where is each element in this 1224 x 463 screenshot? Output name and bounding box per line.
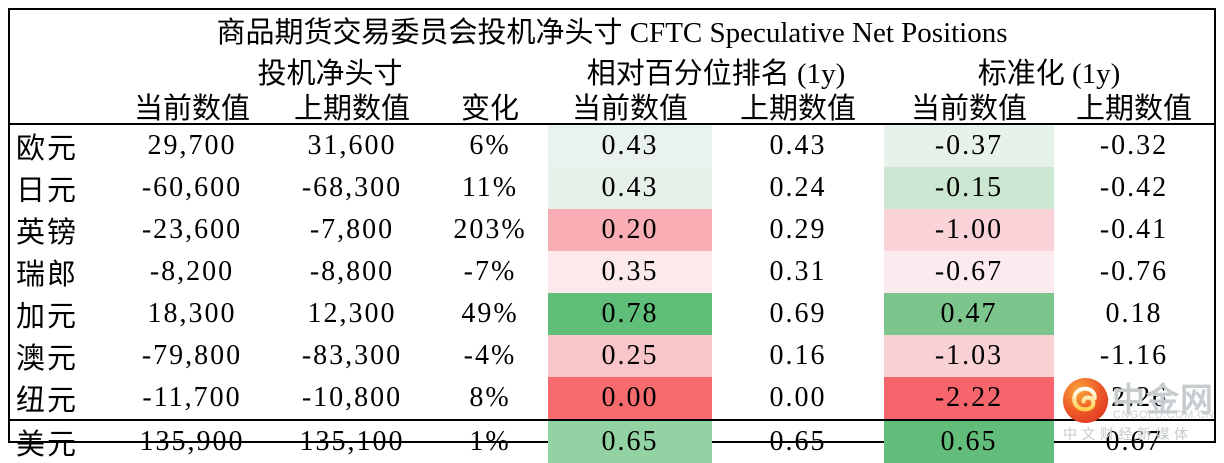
corner-empty-cell xyxy=(10,88,112,123)
standardized-previous-value: 0.18 xyxy=(1105,298,1163,329)
currency-label: 欧元 xyxy=(16,133,79,165)
standardized-previous-value: -2.26 xyxy=(1099,382,1169,413)
table-row-nzd: 纽元 -11,700 -10,800 8% 0.00 0.00 -2.22 -2… xyxy=(10,377,1214,419)
subheader-change: 变化 xyxy=(460,92,519,124)
change-value: 11% xyxy=(461,172,519,203)
table-row-cad: 加元 18,300 12,300 49% 0.78 0.69 0.47 0.18 xyxy=(10,293,1214,335)
standardized-previous-value: -0.42 xyxy=(1099,172,1169,203)
change-value: 8% xyxy=(469,382,511,413)
page: 商品期货交易委员会投机净头寸 CFTC Speculative Net Posi… xyxy=(8,8,1216,463)
subheader-row: 当前数值 上期数值 变化 当前数值 上期数值 当前数值 上期数值 xyxy=(10,88,1214,125)
percentile-current-cell: 0.78 xyxy=(548,293,712,335)
table-row-eur: 欧元 29,700 31,600 6% 0.43 0.43 -0.37 -0.3… xyxy=(10,125,1214,167)
percentile-previous-value: 0.65 xyxy=(769,426,827,457)
group-speculative-net-positions: 投机净头寸 xyxy=(257,58,403,90)
percentile-current-cell: 0.65 xyxy=(548,421,712,463)
table-row-usd: 美元 135,900 135,100 1% 0.65 0.65 0.65 0.6… xyxy=(10,419,1214,463)
net-previous-value: -7,800 xyxy=(309,214,395,245)
change-value: 6% xyxy=(469,130,511,161)
currency-label: 澳元 xyxy=(16,343,79,375)
standardized-current-cell: 0.47 xyxy=(884,293,1054,335)
net-current-value: 29,700 xyxy=(147,130,237,161)
subheader-pct-previous: 上期数值 xyxy=(739,92,856,124)
standardized-previous-value: -1.16 xyxy=(1099,340,1169,371)
standardized-current-cell: -0.67 xyxy=(884,251,1054,293)
currency-label: 日元 xyxy=(16,175,79,207)
percentile-previous-value: 0.29 xyxy=(769,214,827,245)
subheader-net-current: 当前数值 xyxy=(133,92,250,124)
currency-label: 加元 xyxy=(16,301,79,333)
table-row-gbp: 英镑 -23,600 -7,800 203% 0.20 0.29 -1.00 -… xyxy=(10,209,1214,251)
subheader-std-previous: 上期数值 xyxy=(1075,92,1192,124)
standardized-current-cell: -0.15 xyxy=(884,167,1054,209)
standardized-previous-value: -0.41 xyxy=(1099,214,1169,245)
net-current-value: -60,600 xyxy=(141,172,243,203)
percentile-previous-value: 0.31 xyxy=(769,256,827,287)
currency-label: 英镑 xyxy=(16,217,79,249)
net-previous-value: -83,300 xyxy=(301,340,403,371)
standardized-current-cell: -1.00 xyxy=(884,209,1054,251)
currency-label: 纽元 xyxy=(16,385,79,417)
net-previous-value: -68,300 xyxy=(301,172,403,203)
percentile-previous-value: 0.24 xyxy=(769,172,827,203)
standardized-current-cell: -1.03 xyxy=(884,335,1054,377)
net-current-value: -79,800 xyxy=(141,340,243,371)
standardized-previous-value: -0.32 xyxy=(1099,130,1169,161)
cftc-positions-table: 商品期货交易委员会投机净头寸 CFTC Speculative Net Posi… xyxy=(8,8,1216,463)
net-previous-value: -8,800 xyxy=(309,256,395,287)
change-value: -4% xyxy=(463,340,517,371)
net-current-value: -23,600 xyxy=(141,214,243,245)
net-current-value: 18,300 xyxy=(147,298,237,329)
standardized-previous-value: 0.67 xyxy=(1105,426,1163,457)
change-value: 1% xyxy=(469,426,511,457)
currency-label: 瑞郎 xyxy=(16,259,79,291)
percentile-previous-value: 0.69 xyxy=(769,298,827,329)
percentile-previous-value: 0.16 xyxy=(769,340,827,371)
percentile-current-cell: 0.43 xyxy=(548,125,712,167)
currency-label: 美元 xyxy=(16,429,79,461)
net-previous-value: 31,600 xyxy=(307,130,397,161)
standardized-current-cell: -2.22 xyxy=(884,377,1054,419)
group-header-row: 投机净头寸 相对百分位排名 (1y) 标准化 (1y) xyxy=(10,50,1214,90)
subheader-std-current: 当前数值 xyxy=(910,92,1027,124)
subheader-pct-current: 当前数值 xyxy=(571,92,688,124)
change-value: 203% xyxy=(453,214,527,245)
percentile-current-cell: 0.00 xyxy=(548,377,712,419)
change-value: -7% xyxy=(463,256,517,287)
group-relative-percentile-rank: 相对百分位排名 (1y) xyxy=(586,58,846,90)
net-current-value: -11,700 xyxy=(142,382,242,413)
standardized-current-cell: 0.65 xyxy=(884,421,1054,463)
net-current-value: -8,200 xyxy=(149,256,235,287)
net-previous-value: 135,100 xyxy=(299,426,405,457)
net-current-value: 135,900 xyxy=(139,426,245,457)
net-previous-value: -10,800 xyxy=(301,382,403,413)
standardized-previous-value: -0.76 xyxy=(1099,256,1169,287)
percentile-current-cell: 0.20 xyxy=(548,209,712,251)
percentile-current-cell: 0.25 xyxy=(548,335,712,377)
table-row-aud: 澳元 -79,800 -83,300 -4% 0.25 0.16 -1.03 -… xyxy=(10,335,1214,377)
table-row-jpy: 日元 -60,600 -68,300 11% 0.43 0.24 -0.15 -… xyxy=(10,167,1214,209)
percentile-previous-value: 0.00 xyxy=(769,382,827,413)
change-value: 49% xyxy=(461,298,519,329)
subheader-net-previous: 上期数值 xyxy=(293,92,410,124)
percentile-current-cell: 0.35 xyxy=(548,251,712,293)
group-standardized: 标准化 (1y) xyxy=(977,58,1121,90)
percentile-previous-value: 0.43 xyxy=(769,130,827,161)
table-row-chf: 瑞郎 -8,200 -8,800 -7% 0.35 0.31 -0.67 -0.… xyxy=(10,251,1214,293)
net-previous-value: 12,300 xyxy=(307,298,397,329)
standardized-current-cell: -0.37 xyxy=(884,125,1054,167)
table-title: 商品期货交易委员会投机净头寸 CFTC Speculative Net Posi… xyxy=(216,17,1008,49)
percentile-current-cell: 0.43 xyxy=(548,167,712,209)
